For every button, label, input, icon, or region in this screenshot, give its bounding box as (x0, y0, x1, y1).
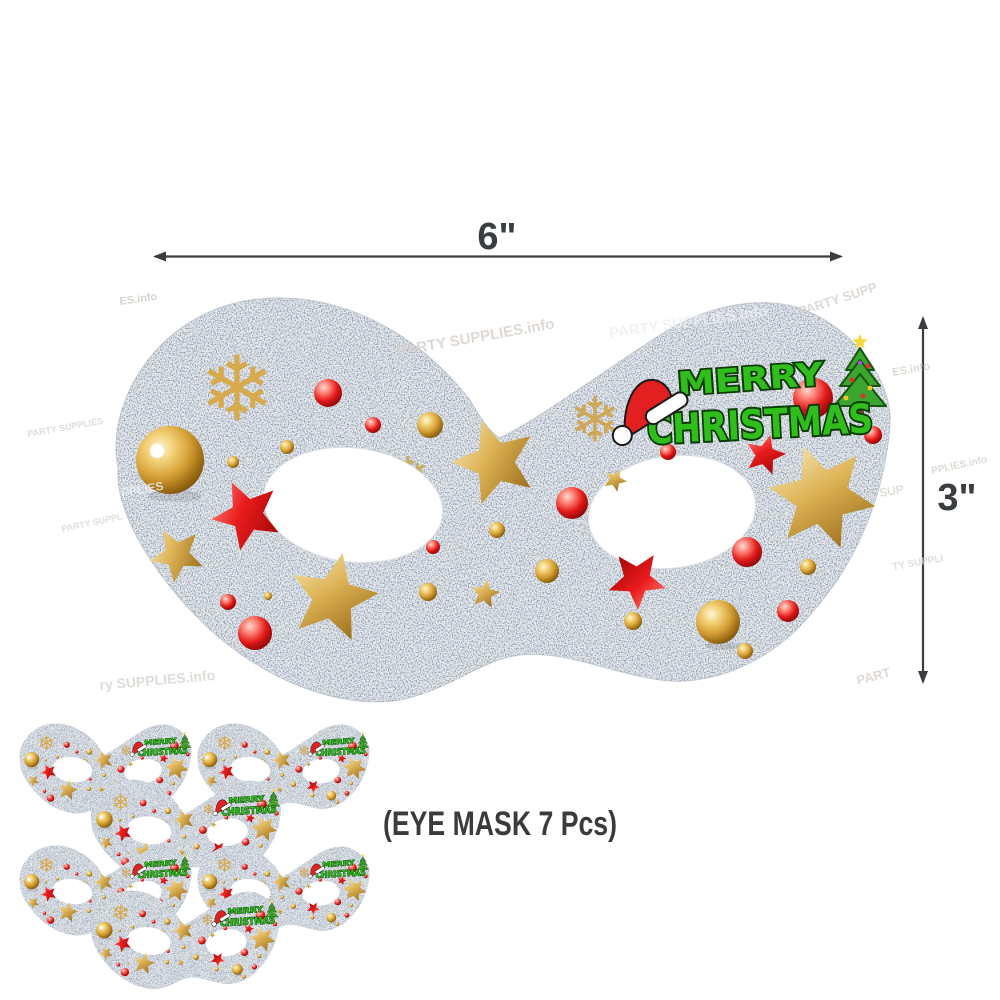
watermark-text: PARTY SUPPLIES.info (396, 316, 556, 360)
dimension-height: 3" (918, 316, 977, 684)
watermark-text: PPLIES.info (930, 454, 988, 477)
dimension-width: 6" (153, 216, 843, 262)
watermark-text: ES.info (119, 291, 158, 308)
mini-mask (91, 891, 279, 989)
watermark-text: PART (855, 664, 892, 687)
arrowhead-up-icon (918, 316, 928, 329)
mini-mask-cluster (20, 724, 370, 989)
main-eye-mask (116, 298, 890, 702)
height-dimension-label: 3" (937, 477, 976, 519)
arrowhead-down-icon (918, 671, 928, 684)
watermark-text: SUP (878, 482, 905, 500)
watermark-text: ES.info (891, 361, 931, 379)
watermark-text: ry SUPPLIES.info (99, 667, 216, 693)
arrowhead-left-icon (153, 251, 166, 262)
watermark-text: PARTY SUPP (796, 279, 879, 319)
watermark-text: TY SUPPLI (892, 553, 945, 573)
watermark-text: PARTY SUPPLIES (27, 416, 104, 439)
watermark-text: PARTY SUPPL (60, 511, 123, 534)
width-dimension-label: 6" (477, 216, 516, 258)
product-label: (EYE MASK 7 Pcs) (383, 805, 617, 843)
arrowhead-right-icon (830, 251, 843, 262)
